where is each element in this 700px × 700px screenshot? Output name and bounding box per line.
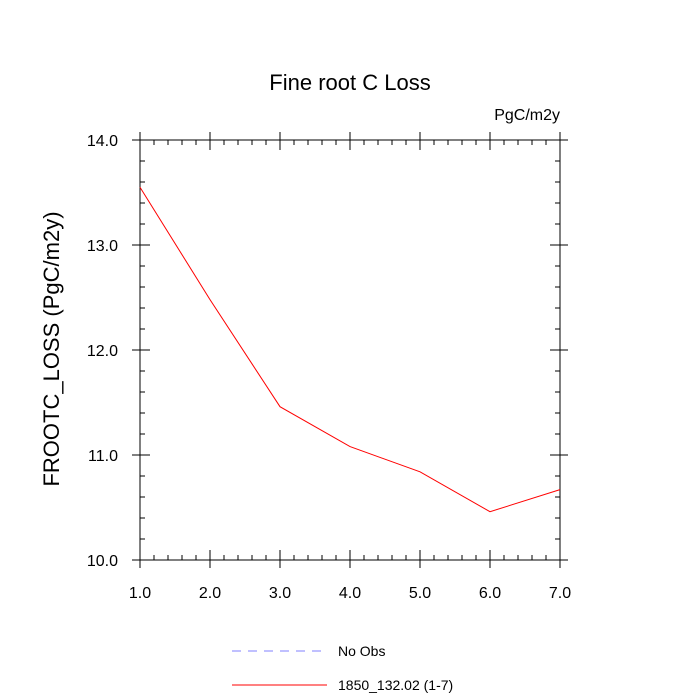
series-line (139, 186, 561, 513)
legend-label: 1850_132.02 (1-7) (338, 677, 453, 693)
chart-title: Fine root C Loss (269, 70, 431, 95)
x-tick-label: 4.0 (339, 585, 361, 602)
tick-marks (132, 132, 568, 568)
x-tick-label: 1.0 (129, 585, 151, 602)
x-tick-label: 5.0 (409, 585, 431, 602)
tick-labels: 1.0 2.0 3.0 4.0 5.0 6.0 7.0 10.0 11.0 12.0 13.0 14.… (87, 133, 571, 602)
x-tick-label: 6.0 (479, 585, 501, 602)
y-tick-label: 10.0 (87, 553, 118, 570)
units-label: PgC/m2y (494, 107, 560, 124)
y-tick-label: 12.0 (87, 343, 118, 360)
x-tick-label: 2.0 (199, 585, 221, 602)
x-tick-label: 7.0 (549, 585, 571, 602)
plot-frame (139, 139, 561, 561)
y-axis-label: FROOTC_LOSS (PgC/m2y) (39, 211, 64, 487)
legend: No Obs 1850_132.02 (1-7) (232, 643, 453, 693)
x-tick-label: 3.0 (269, 585, 291, 602)
y-tick-label: 11.0 (88, 448, 118, 465)
legend-label: No Obs (338, 643, 385, 659)
series-layer (139, 186, 561, 513)
y-tick-label: 13.0 (87, 238, 118, 255)
y-tick-label: 14.0 (87, 133, 118, 150)
